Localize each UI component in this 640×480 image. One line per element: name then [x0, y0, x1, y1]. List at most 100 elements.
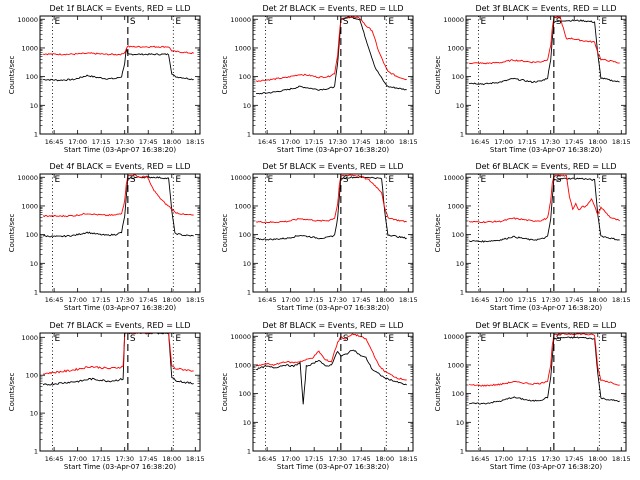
y-tick-label: 100 — [26, 372, 38, 380]
x-tick-label: 18:15 — [186, 296, 205, 304]
y-tick-label: 100 — [452, 73, 464, 81]
y-tick-label: 10000 — [443, 174, 464, 182]
plot-frame — [465, 173, 627, 293]
series-line-lld — [255, 16, 407, 83]
series-line-events — [256, 349, 407, 405]
series-line-lld — [468, 16, 620, 65]
panel-det-8f: Det 8f BLACK = Events, RED = LLD E S E 16:45… — [221, 321, 418, 471]
x-tick-label: 18:15 — [399, 296, 418, 304]
y-tick-label: 1 — [34, 448, 38, 456]
x-tick-label: 18:00 — [375, 296, 394, 304]
x-axis-label: Start Time (03-Apr-07 16:38:20) — [64, 304, 176, 312]
series-line-events — [42, 176, 194, 238]
x-tick-label: 16:45 — [258, 138, 277, 146]
marker-label-1: E — [268, 17, 274, 27]
y-tick-label: 10 — [243, 419, 251, 427]
y-tick-label: 10 — [243, 260, 251, 268]
x-tick-label: 18:00 — [588, 138, 607, 146]
x-tick-label: 17:30 — [115, 455, 134, 463]
x-tick-label: 17:15 — [518, 138, 537, 146]
marker-label-3: E — [388, 175, 394, 185]
x-axis-label: Start Time (03-Apr-07 16:38:20) — [64, 463, 176, 471]
x-tick-label: 17:15 — [92, 138, 111, 146]
panel-det-4f: Det 4f BLACK = Events, RED = LLD E S E 16:45… — [8, 162, 205, 312]
panel-det-2f: Det 2f BLACK = Events, RED = LLD E S E 16:45… — [221, 4, 418, 154]
plot-frame — [252, 173, 414, 293]
y-axis-label: Counts/sec — [434, 373, 442, 412]
marker-label-2: S — [343, 17, 349, 27]
y-tick-label: 1000 — [21, 44, 38, 52]
y-tick-label: 1000 — [234, 202, 251, 210]
x-tick-label: 17:00 — [494, 296, 513, 304]
plot-frame — [465, 332, 627, 452]
x-tick-label: 17:45 — [139, 455, 158, 463]
panel-det-6f: Det 6f BLACK = Events, RED = LLD E S E 16:45… — [434, 162, 631, 312]
x-tick-label: 18:00 — [588, 455, 607, 463]
x-axis-label: Start Time (03-Apr-07 16:38:20) — [490, 146, 602, 154]
x-axis-label: Start Time (03-Apr-07 16:38:20) — [277, 304, 389, 312]
y-tick-label: 10 — [30, 102, 38, 110]
x-tick-label: 16:45 — [45, 138, 64, 146]
series-line-lld — [256, 174, 407, 224]
x-axis-label: Start Time (03-Apr-07 16:38:20) — [490, 304, 602, 312]
marker-label-1: E — [55, 17, 61, 27]
x-tick-label: 18:00 — [375, 138, 394, 146]
x-tick-label: 17:45 — [352, 138, 371, 146]
marker-label-2: S — [130, 334, 136, 344]
x-tick-label: 17:45 — [139, 296, 158, 304]
marker-label-2: S — [343, 175, 349, 185]
panel-det-3f: Det 3f BLACK = Events, RED = LLD E S E 16:45… — [434, 4, 631, 154]
x-tick-label: 16:45 — [258, 455, 277, 463]
x-tick-label: 18:15 — [186, 138, 205, 146]
x-tick-label: 18:15 — [612, 138, 631, 146]
y-tick-label: 1000 — [21, 202, 38, 210]
x-tick-label: 18:00 — [375, 455, 394, 463]
y-axis-label: Counts/sec — [434, 56, 442, 95]
panel-title: Det 6f BLACK = Events, RED = LLD — [475, 162, 616, 171]
y-tick-label: 1000 — [21, 334, 38, 342]
marker-label-2: S — [556, 175, 562, 185]
marker-label-2: S — [130, 17, 136, 27]
x-tick-label: 18:00 — [588, 296, 607, 304]
x-tick-label: 17:30 — [541, 455, 560, 463]
y-tick-label: 1 — [460, 448, 464, 456]
x-tick-label: 17:45 — [352, 455, 371, 463]
marker-label-1: E — [268, 175, 274, 185]
panel-det-5f: Det 5f BLACK = Events, RED = LLD E S E 16:45… — [221, 162, 418, 312]
y-axis-label: Counts/sec — [434, 214, 442, 253]
panel-det-1f: Det 1f BLACK = Events, RED = LLD E S E 16:45… — [8, 4, 205, 154]
x-tick-label: 17:15 — [305, 296, 324, 304]
y-axis-label: Counts/sec — [221, 56, 229, 95]
x-tick-label: 17:15 — [518, 455, 537, 463]
y-axis-label: Counts/sec — [221, 214, 229, 253]
series-line-lld — [468, 174, 620, 224]
panel-title: Det 5f BLACK = Events, RED = LLD — [262, 162, 403, 171]
series-line-lld — [42, 45, 194, 56]
x-tick-label: 18:15 — [612, 455, 631, 463]
y-tick-label: 10000 — [17, 174, 38, 182]
y-tick-label: 100 — [239, 231, 251, 239]
y-tick-label: 10 — [30, 410, 38, 418]
x-tick-label: 18:15 — [399, 455, 418, 463]
marker-label-2: S — [556, 334, 562, 344]
y-tick-label: 10000 — [443, 16, 464, 24]
y-tick-label: 100 — [452, 390, 464, 398]
y-tick-label: 10 — [243, 102, 251, 110]
plot-frame — [39, 173, 201, 293]
x-tick-label: 17:15 — [92, 296, 111, 304]
series-line-lld — [468, 333, 620, 387]
x-tick-label: 18:15 — [186, 455, 205, 463]
x-tick-label: 17:30 — [328, 455, 347, 463]
series-line-lld — [42, 333, 194, 375]
series-line-events — [468, 177, 620, 243]
x-tick-label: 17:45 — [352, 296, 371, 304]
x-tick-label: 18:15 — [612, 296, 631, 304]
y-tick-label: 1 — [460, 131, 464, 139]
x-tick-label: 17:15 — [305, 138, 324, 146]
panel-det-7f: Det 7f BLACK = Events, RED = LLD E S E 16:45… — [8, 321, 205, 471]
x-tick-label: 16:45 — [471, 138, 490, 146]
x-axis-label: Start Time (03-Apr-07 16:38:20) — [277, 146, 389, 154]
y-tick-label: 1 — [247, 289, 251, 297]
y-tick-label: 1000 — [447, 44, 464, 52]
